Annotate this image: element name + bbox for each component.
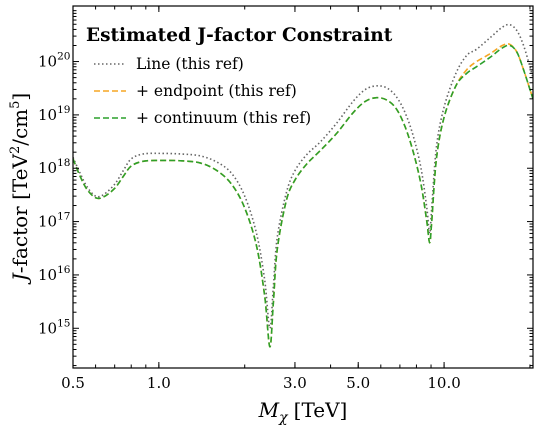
ticks-layer: 0.5 1.0 3.0 5.0 10.0 1015 1016 1017 1018 1019 1020 [38,6,533,392]
plot-frame [72,5,534,369]
y-tick-label: 1017 [38,211,70,231]
legend-label-endpoint: + endpoint (this ref) [136,82,297,100]
series-line-2 [73,44,533,348]
x-axis-label: Mχ [TeV] [258,398,348,426]
x-tick-label: 5.0 [346,374,370,392]
chart-title: Estimated J-factor Constraint [86,25,393,46]
legend-label-line: Line (this ref) [136,55,244,73]
y-tick-label: 1020 [38,51,70,71]
legend-label-continuum: + continuum (this ref) [136,109,311,127]
y-tick-label: 1016 [38,264,71,284]
y-axis-label: J-factor [TeV2/cm5] [8,93,32,285]
y-tick-label: 1019 [38,104,70,124]
legend: Estimated J-factor Constraint Line (this… [86,25,393,127]
y-tick-label: 1018 [38,157,70,177]
series-layer [73,23,533,348]
x-tick-label: 3.0 [283,374,307,392]
x-tick-label: 0.5 [61,374,85,392]
y-tick-label: 1015 [38,317,70,337]
x-tick-label: 1.0 [147,374,171,392]
x-tick-label: 10.0 [427,374,460,392]
